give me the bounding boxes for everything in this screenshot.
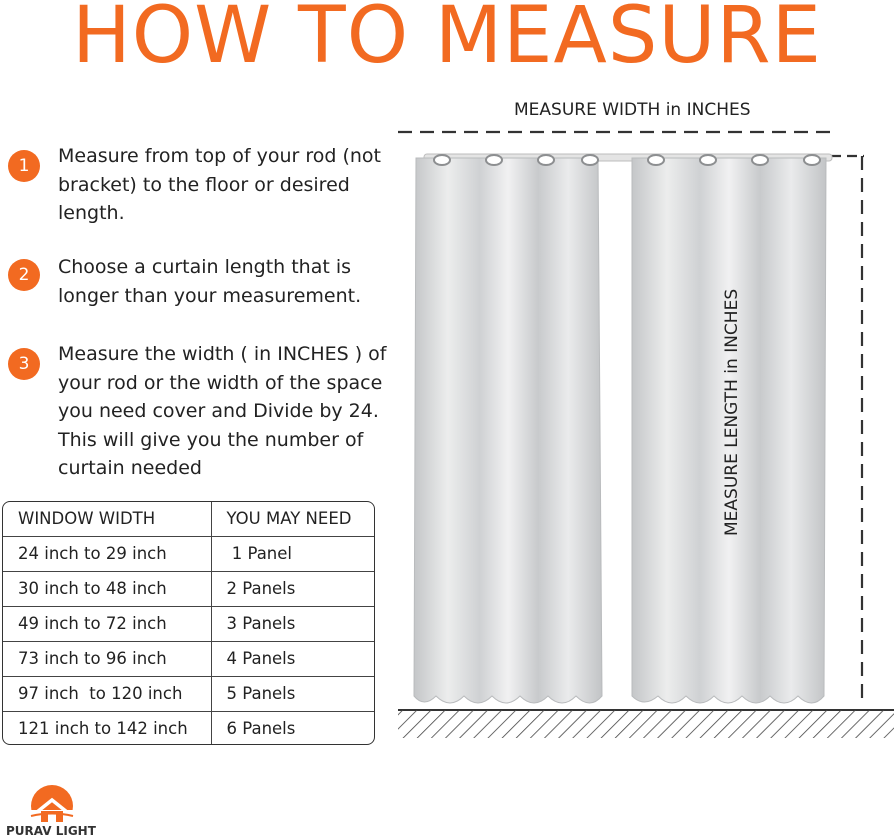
size-chart-table: WINDOW WIDTH YOU MAY NEED 24 inch to 29 … (2, 501, 375, 745)
table-cell: 97 inch to 120 inch (3, 676, 212, 712)
table-header-row: WINDOW WIDTH YOU MAY NEED (3, 502, 374, 537)
table-cell: 4 Panels (211, 641, 374, 677)
table-cell: 49 inch to 72 inch (3, 606, 212, 642)
curtain-grommets (433, 154, 821, 166)
table-row: 30 inch to 48 inch 2 Panels (3, 571, 374, 607)
step-number-badge: 3 (8, 348, 40, 380)
table-cell: 24 inch to 29 inch (3, 536, 212, 572)
length-measure-label: MEASURE LENGTH in INCHES (722, 288, 742, 536)
step-number-badge: 1 (8, 150, 40, 182)
table-cell: 1 Panel (211, 536, 374, 572)
step-3: 3 Measure the width ( in INCHES ) of you… (0, 340, 400, 490)
table-cell: 3 Panels (211, 606, 374, 642)
column-header-window-width: WINDOW WIDTH (3, 502, 212, 537)
column-header-you-may-need: YOU MAY NEED (211, 502, 374, 537)
table-cell: 6 Panels (226, 719, 296, 739)
table-cell: 5 Panels (211, 676, 374, 712)
brand-logo: PURAV LIGHT (4, 780, 100, 840)
table-cell: 2 Panels (211, 571, 374, 607)
table-cell: 30 inch to 48 inch (3, 571, 212, 607)
width-measure-label: MEASURE WIDTH in INCHES (514, 100, 751, 120)
table-row: 49 inch to 72 inch 3 Panels (3, 606, 374, 642)
table-cell: 73 inch to 96 inch (3, 641, 212, 677)
table-row: 121 inch to 142 inch 6 Panels (3, 711, 374, 744)
step-number-badge: 2 (8, 259, 40, 291)
page-title: HOW TO MEASURE (72, 0, 822, 81)
left-curtain-panel (413, 157, 603, 704)
table-row: 97 inch to 120 inch 5 Panels (3, 676, 374, 712)
right-curtain-panel (631, 157, 827, 704)
table-cell: 121 inch to 142 inch (3, 711, 212, 744)
brand-name: PURAV LIGHT (6, 824, 96, 838)
table-row: 73 inch to 96 inch 4 Panels (3, 641, 374, 677)
curtain-illustration: MEASURE WIDTH in INCHES MEASURE LENGTH i… (394, 96, 894, 746)
floor-hatch (398, 710, 894, 738)
step-text: Measure the width ( in INCHES ) of your … (58, 343, 387, 479)
table-row: 24 inch to 29 inch 1 Panel (3, 536, 374, 572)
step-1: 1 Measure from top of your rod (not brac… (0, 142, 400, 262)
step-2: 2 Choose a curtain length that is longer… (0, 253, 400, 373)
step-text: Choose a curtain length that is longer t… (58, 256, 362, 307)
step-text: Measure from top of your rod (not bracke… (58, 145, 381, 224)
house-sun-logo-icon (30, 785, 74, 827)
curtain-drawing (398, 130, 894, 738)
